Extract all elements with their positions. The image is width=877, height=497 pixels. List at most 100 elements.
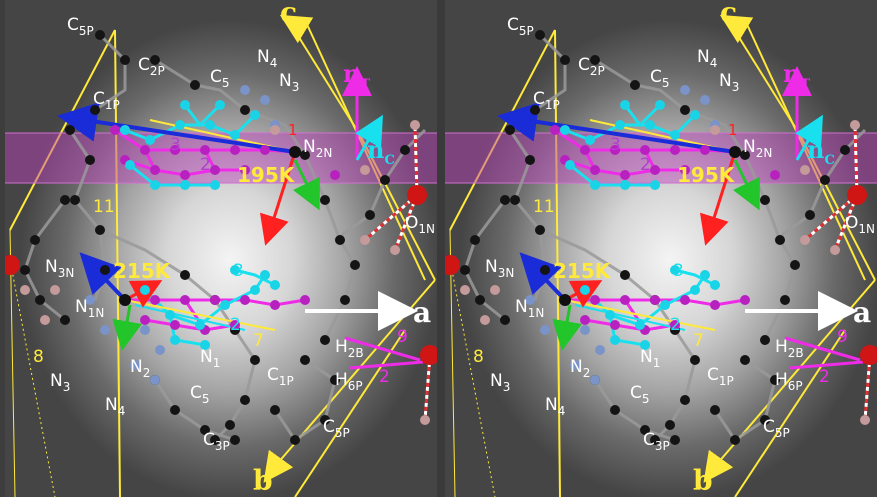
label-n3: N3 xyxy=(719,71,739,94)
label-8: 8 xyxy=(33,347,44,367)
label-c5: C5 xyxy=(650,67,670,90)
atom xyxy=(510,195,520,205)
label-c2p: C2P xyxy=(138,55,165,78)
axis-a-label: a xyxy=(853,296,871,329)
atom xyxy=(65,125,75,135)
atom xyxy=(640,145,650,155)
label-n2n: N2N xyxy=(303,137,332,160)
atom xyxy=(560,125,570,135)
vector-blue-upper xyxy=(497,102,736,154)
atom xyxy=(205,120,215,130)
label-c5p-top: C5P xyxy=(67,15,94,38)
atom xyxy=(60,315,70,325)
atom xyxy=(445,255,460,275)
atom xyxy=(200,145,210,155)
label-c2p: C2P xyxy=(578,55,605,78)
atom xyxy=(740,295,750,305)
atom xyxy=(610,320,620,330)
atom xyxy=(240,105,250,115)
atom xyxy=(680,85,690,95)
atom xyxy=(210,165,220,175)
vector-mag-lower-2 xyxy=(349,360,424,370)
atom xyxy=(540,265,550,275)
atom xyxy=(200,340,210,350)
molecule-drawing: C5P C2P C1P C5 N4 N3 N2N O1N N3N N1N N2 … xyxy=(5,0,437,497)
label-2-cyan: 2 xyxy=(230,315,241,335)
atom xyxy=(320,195,330,205)
panel-divider xyxy=(437,0,445,497)
atom xyxy=(690,110,700,120)
atom xyxy=(390,245,400,255)
atom xyxy=(680,105,690,115)
atom xyxy=(270,300,280,310)
atom xyxy=(475,295,485,305)
label-215k: 215K xyxy=(113,259,172,283)
atom xyxy=(650,295,660,305)
label-n1n: N1N xyxy=(515,297,544,320)
label-n3: N3 xyxy=(279,71,299,94)
label-c1p-low: C1P xyxy=(267,365,294,388)
label-c3p: C3P xyxy=(643,430,670,453)
atom xyxy=(150,295,160,305)
atom xyxy=(700,95,710,105)
atom xyxy=(330,375,340,385)
atom xyxy=(740,355,750,365)
atom xyxy=(570,360,580,370)
atom xyxy=(800,165,810,175)
atom xyxy=(170,145,180,155)
atom xyxy=(270,280,280,290)
label-nC: nC xyxy=(807,135,835,168)
atom xyxy=(580,315,590,325)
atom xyxy=(289,146,301,158)
axis-c-label: c xyxy=(720,0,737,29)
label-nT: nT xyxy=(783,59,810,92)
label-n1: N1 xyxy=(200,347,220,370)
vector-blue-lower xyxy=(79,252,127,302)
atom xyxy=(710,280,720,290)
atom xyxy=(180,295,190,305)
atom xyxy=(5,255,20,275)
atom xyxy=(200,425,210,435)
label-c5-low: C5 xyxy=(190,383,210,406)
atom xyxy=(50,285,60,295)
atom xyxy=(595,345,605,355)
atom xyxy=(840,145,850,155)
atom xyxy=(220,300,230,310)
atom xyxy=(805,210,815,220)
label-7: 7 xyxy=(253,331,264,351)
label-n2n: N2N xyxy=(743,137,772,160)
atom xyxy=(535,30,545,40)
atom xyxy=(85,155,95,165)
atom xyxy=(590,165,600,175)
atom xyxy=(140,325,150,335)
atom xyxy=(155,345,165,355)
axis-c-arrow xyxy=(719,14,754,44)
atom xyxy=(670,130,680,140)
atom xyxy=(620,295,630,305)
atom xyxy=(760,195,770,205)
atom xyxy=(505,125,515,135)
atom xyxy=(150,375,160,385)
atom xyxy=(230,145,240,155)
atom xyxy=(230,435,240,445)
vector-red-upper xyxy=(259,151,297,246)
atom xyxy=(420,415,430,425)
axis-b-label: b xyxy=(253,464,273,497)
atom xyxy=(20,285,30,295)
atom xyxy=(680,295,690,305)
atom xyxy=(620,270,630,280)
atom xyxy=(620,170,630,180)
atom xyxy=(780,295,790,305)
label-11: 11 xyxy=(533,197,555,217)
vector-green-upper xyxy=(732,159,760,211)
vector-blue-upper xyxy=(57,102,296,154)
atom xyxy=(240,85,250,95)
atom xyxy=(700,270,710,280)
atom xyxy=(590,375,600,385)
atom xyxy=(140,285,150,295)
labels: C5P C2P C1P C5 N4 N3 N2N O1N N3N N1N N2 … xyxy=(33,0,435,497)
label-o1n: O1N xyxy=(845,213,875,236)
label-n4-low: N4 xyxy=(545,395,565,418)
atom xyxy=(400,145,410,155)
atom xyxy=(119,294,131,306)
